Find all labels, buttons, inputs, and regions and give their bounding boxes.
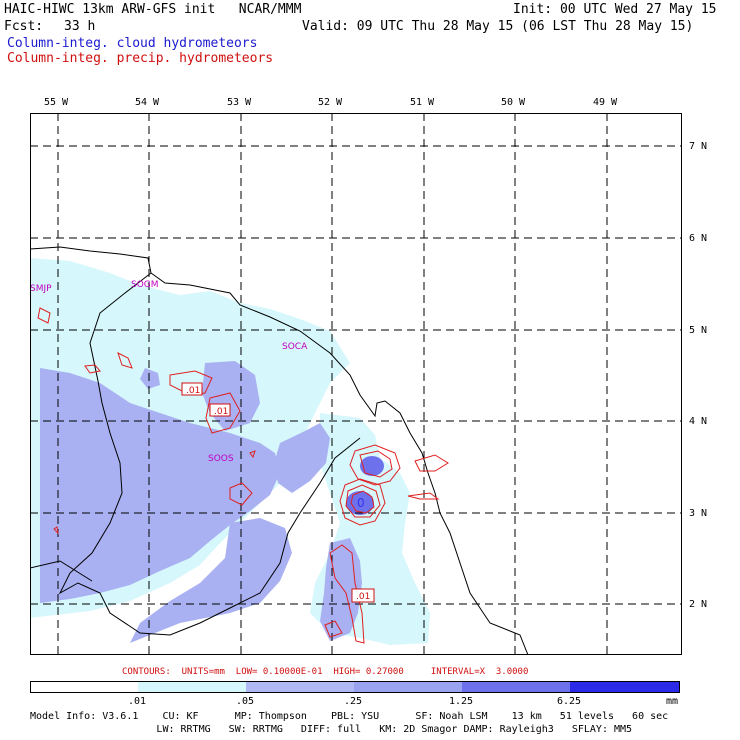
contour-center-label: 0: [357, 496, 365, 510]
lon-label-52w: 52 W: [318, 97, 343, 108]
contour-label-1: .01: [181, 382, 203, 396]
cloud-field-title: Column-integ. cloud hydrometeors: [7, 36, 258, 51]
station-sogm: SOGM: [131, 280, 159, 290]
lon-label-55w: 55 W: [44, 97, 69, 108]
lon-label-50w: 50 W: [501, 97, 526, 108]
precip-contours: [37, 307, 449, 644]
precip-field-title: Column-integ. precip. hydrometeors: [7, 51, 274, 66]
lat-lon-grid: [30, 113, 682, 655]
lat-label-7n: 7 N: [689, 141, 708, 152]
forecast-hours: 33 h: [64, 19, 96, 34]
model-info-line2: LW: RRTMG SW: RRTMG DIFF: full KM: 2D Sm…: [30, 724, 633, 735]
colorbar-tick-2: .05: [236, 696, 255, 707]
svg-text:.01: .01: [356, 592, 370, 602]
colorbar-tick-4: 1.25: [449, 696, 474, 707]
forecast-label: Fcst:: [4, 19, 44, 34]
plot-title: HAIC-HIWC 13km ARW-GFS init NCAR/MMM: [4, 2, 302, 17]
lat-label-2n: 2 N: [689, 599, 708, 610]
station-soos: SOOS: [208, 454, 234, 464]
svg-text:.01: .01: [214, 407, 228, 417]
colorbar-tick-5: 6.25: [557, 696, 582, 707]
contour-label-2: .01: [209, 403, 231, 417]
map-frame: [30, 113, 682, 655]
svg-text:.01: .01: [186, 386, 200, 396]
lon-label-51w: 51 W: [410, 97, 435, 108]
station-soca: SOCA: [282, 342, 308, 352]
colorbar-unit: mm: [666, 696, 679, 707]
colorbar-tick-3: .25: [344, 696, 363, 707]
lon-label-49w: 49 W: [593, 97, 618, 108]
coastlines-borders: [30, 246, 529, 655]
lat-label-3n: 3 N: [689, 508, 708, 519]
lat-label-5n: 5 N: [689, 325, 708, 336]
lat-label-6n: 6 N: [689, 233, 708, 244]
valid-time: Valid: 09 UTC Thu 28 May 15 (06 LST Thu …: [302, 19, 694, 34]
lon-label-54w: 54 W: [135, 97, 160, 108]
model-info-line1: Model Info: V3.6.1 CU: KF MP: Thompson P…: [30, 711, 669, 722]
lon-label-53w: 53 W: [227, 97, 252, 108]
station-smjp: SMJP: [30, 284, 52, 294]
map-panel: .01 .01 .01 0 SMJP SOGM SOCA SOOS: [30, 113, 682, 655]
contour-label-3: .01: [351, 588, 375, 603]
contours-info: CONTOURS: UNITS=mm LOW= 0.10000E-01 HIGH…: [122, 667, 529, 677]
colorbar-tick-1: .01: [128, 696, 147, 707]
init-time: Init: 00 UTC Wed 27 May 15: [513, 2, 717, 17]
lat-label-4n: 4 N: [689, 416, 708, 427]
colorbar: [30, 681, 680, 693]
